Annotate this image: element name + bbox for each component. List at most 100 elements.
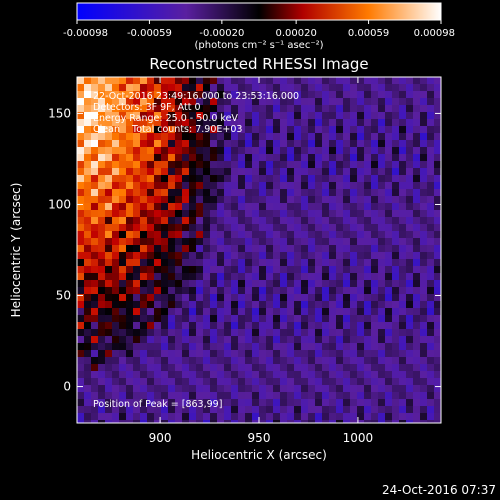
heatmap-cell [385,231,393,239]
heatmap-cell [168,406,176,414]
heatmap-cell [378,105,386,113]
heatmap-cell [287,406,295,414]
heatmap-cell [196,231,204,239]
heatmap-cell [217,392,225,400]
heatmap-cell [189,77,197,85]
heatmap-cell [329,399,337,407]
heatmap-cell [203,385,211,393]
heatmap-cell [98,350,106,358]
heatmap-cell [252,364,260,372]
heatmap-cell [413,301,421,309]
heatmap-cell [343,140,351,148]
heatmap-cell [385,105,393,113]
heatmap-cell [434,336,441,344]
heatmap-cell [294,252,302,260]
heatmap-cell [210,259,218,267]
heatmap-cell [434,406,441,414]
heatmap-cell [385,154,393,162]
heatmap-cell [413,259,421,267]
heatmap-cell [126,112,134,120]
heatmap-cell [231,147,239,155]
heatmap-cell [210,112,218,120]
heatmap-cell [119,343,127,351]
heatmap-cell [154,273,162,281]
heatmap-cell [287,161,295,169]
heatmap-cell [182,315,190,323]
heatmap-cell [238,98,246,106]
heatmap-cell [203,112,211,120]
heatmap-cell [378,91,386,99]
heatmap-cell [175,364,183,372]
heatmap-cell [91,217,99,225]
heatmap-cell [420,238,428,246]
heatmap-cell [238,112,246,120]
heatmap-cell [126,126,134,134]
heatmap-cell [266,301,274,309]
heatmap-cell [182,133,190,141]
heatmap-cell [182,98,190,106]
heatmap-cell [189,245,197,253]
heatmap-cell [287,364,295,372]
heatmap-cell [399,161,407,169]
heatmap-cell [420,378,428,386]
heatmap-cell [182,203,190,211]
heatmap-cell [378,140,386,148]
heatmap-cell [301,371,309,379]
heatmap-cell [315,273,323,281]
chart-title: Reconstructed RHESSI Image [149,55,368,73]
heatmap-cell [189,301,197,309]
heatmap-cell [203,357,211,365]
heatmap-cell [434,196,441,204]
heatmap-cell [98,315,106,323]
heatmap-cell [238,420,246,423]
heatmap-cell [98,385,106,393]
colorbar-units: (photons cm⁻² s⁻¹ asec⁻²) [194,40,323,51]
heatmap-cell [175,182,183,190]
heatmap-cell [196,84,204,92]
heatmap-cell [392,287,400,295]
heatmap-cell [231,105,239,113]
heatmap-cell [357,91,365,99]
heatmap-cell [371,350,379,358]
heatmap-cell [336,343,344,351]
heatmap-cell [196,371,204,379]
heatmap-cell [266,133,274,141]
heatmap-cell [210,119,218,127]
heatmap-cell [259,280,267,288]
heatmap-cell [427,329,435,337]
heatmap-cell [91,98,99,106]
heatmap-cell [364,392,372,400]
colorbar-tick-label: -0.00020 [199,28,244,39]
heatmap-cell [217,119,225,127]
heatmap-cell [77,364,85,372]
heatmap-cell [119,371,127,379]
heatmap-cell [406,98,414,106]
heatmap-cell [245,301,253,309]
heatmap-cell [245,385,253,393]
heatmap-cell [168,210,176,218]
heatmap-cell [378,203,386,211]
heatmap-cell [378,112,386,120]
heatmap-cell [252,280,260,288]
heatmap-cell [434,217,441,225]
heatmap-cell [105,266,113,274]
heatmap-cell [280,329,288,337]
heatmap-cell [399,147,407,155]
heatmap-cell [105,119,113,127]
heatmap-cell [287,301,295,309]
heatmap-cell [238,91,246,99]
heatmap-cell [350,238,358,246]
heatmap-cell [196,322,204,330]
heatmap-cell [357,287,365,295]
heatmap-cell [224,175,232,183]
heatmap-cell [147,84,155,92]
heatmap-cell [364,420,372,423]
heatmap-cell [301,336,309,344]
heatmap-cell [133,210,141,218]
heatmap-cell [126,392,134,400]
heatmap-cell [133,189,141,197]
heatmap-cell [420,168,428,176]
heatmap-cell [371,280,379,288]
heatmap-cell [196,385,204,393]
heatmap-cell [280,343,288,351]
